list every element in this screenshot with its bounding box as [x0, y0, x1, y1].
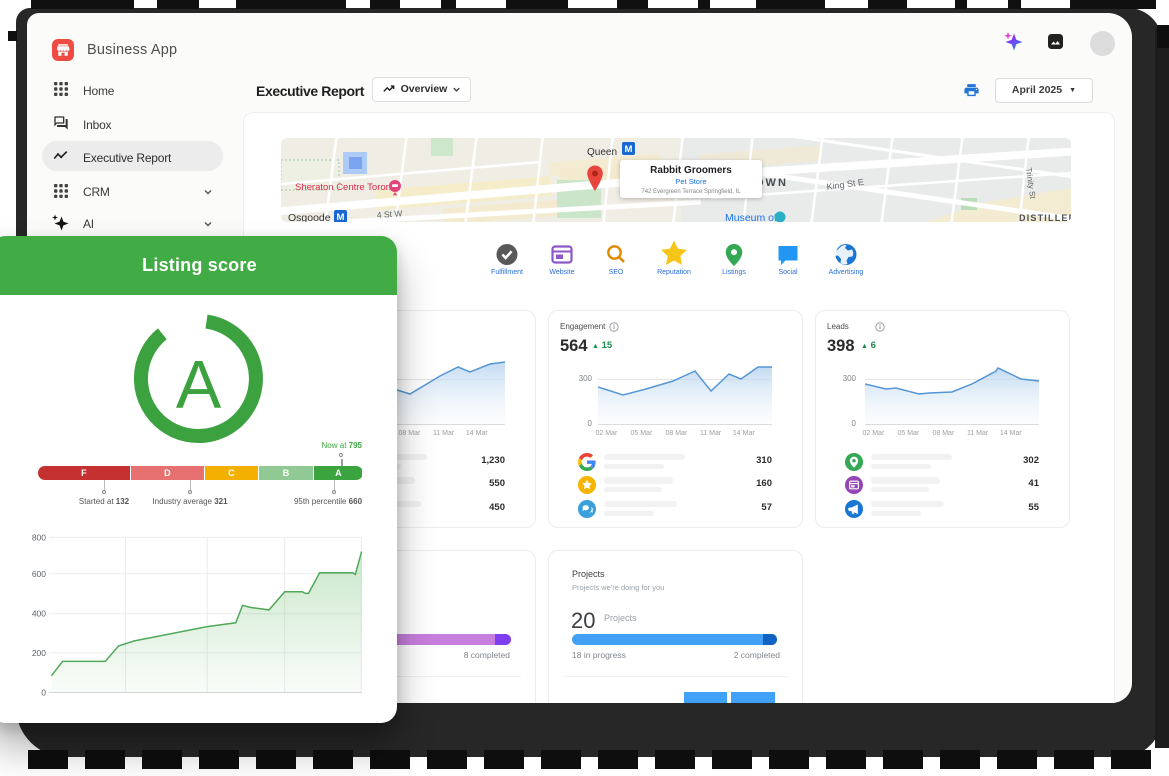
svg-text:Website: Website — [549, 269, 574, 276]
svg-text:4 St W: 4 St W — [376, 208, 402, 220]
svg-text:SEO: SEO — [609, 269, 624, 276]
svg-text:Social: Social — [778, 269, 798, 276]
svg-text:A: A — [176, 347, 222, 423]
svg-text:Fulfillment: Fulfillment — [491, 269, 523, 276]
svg-text:M: M — [625, 144, 633, 155]
svg-text:Osgoode: Osgoode — [288, 212, 331, 222]
svg-text:Queen: Queen — [587, 147, 617, 158]
svg-text:OWN: OWN — [755, 177, 788, 189]
svg-text:400: 400 — [32, 609, 46, 619]
svg-text:M: M — [337, 212, 345, 222]
svg-text:Reputation: Reputation — [657, 269, 691, 276]
svg-text:0: 0 — [41, 688, 46, 698]
svg-text:Advertising: Advertising — [829, 269, 864, 276]
svg-text:Museum of: Museum of — [725, 212, 777, 222]
svg-text:Pet Store: Pet Store — [675, 177, 706, 186]
svg-text:600: 600 — [32, 569, 46, 579]
svg-text:Rabbit Groomers: Rabbit Groomers — [650, 165, 732, 176]
svg-text:800: 800 — [32, 532, 46, 542]
svg-text:200: 200 — [32, 648, 46, 658]
svg-text:Listings: Listings — [722, 269, 746, 276]
svg-text:Sheraton Centre Toronto: Sheraton Centre Toronto — [295, 182, 399, 193]
svg-text:742 Evergreen Terrace Springfi: 742 Evergreen Terrace Springfield, IL — [641, 189, 741, 195]
svg-text:DISTILLERY: DISTILLERY — [1019, 213, 1071, 222]
svg-text:Trinity St: Trinity St — [1024, 167, 1037, 200]
